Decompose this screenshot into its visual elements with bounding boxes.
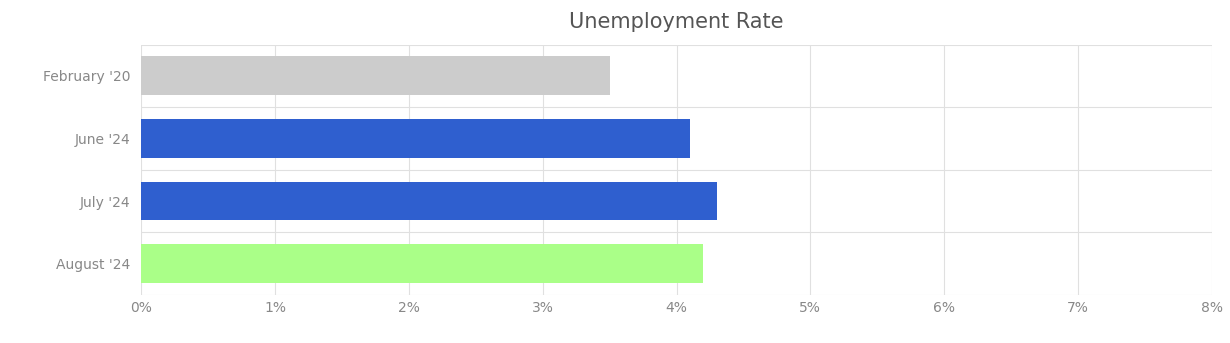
Bar bbox=[141, 57, 610, 95]
Bar bbox=[141, 244, 704, 283]
Title: Unemployment Rate: Unemployment Rate bbox=[569, 12, 784, 32]
Bar bbox=[141, 182, 717, 221]
Bar bbox=[141, 119, 690, 158]
